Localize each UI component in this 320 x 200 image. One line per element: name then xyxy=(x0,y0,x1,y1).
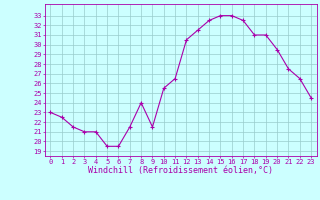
X-axis label: Windchill (Refroidissement éolien,°C): Windchill (Refroidissement éolien,°C) xyxy=(88,166,273,175)
